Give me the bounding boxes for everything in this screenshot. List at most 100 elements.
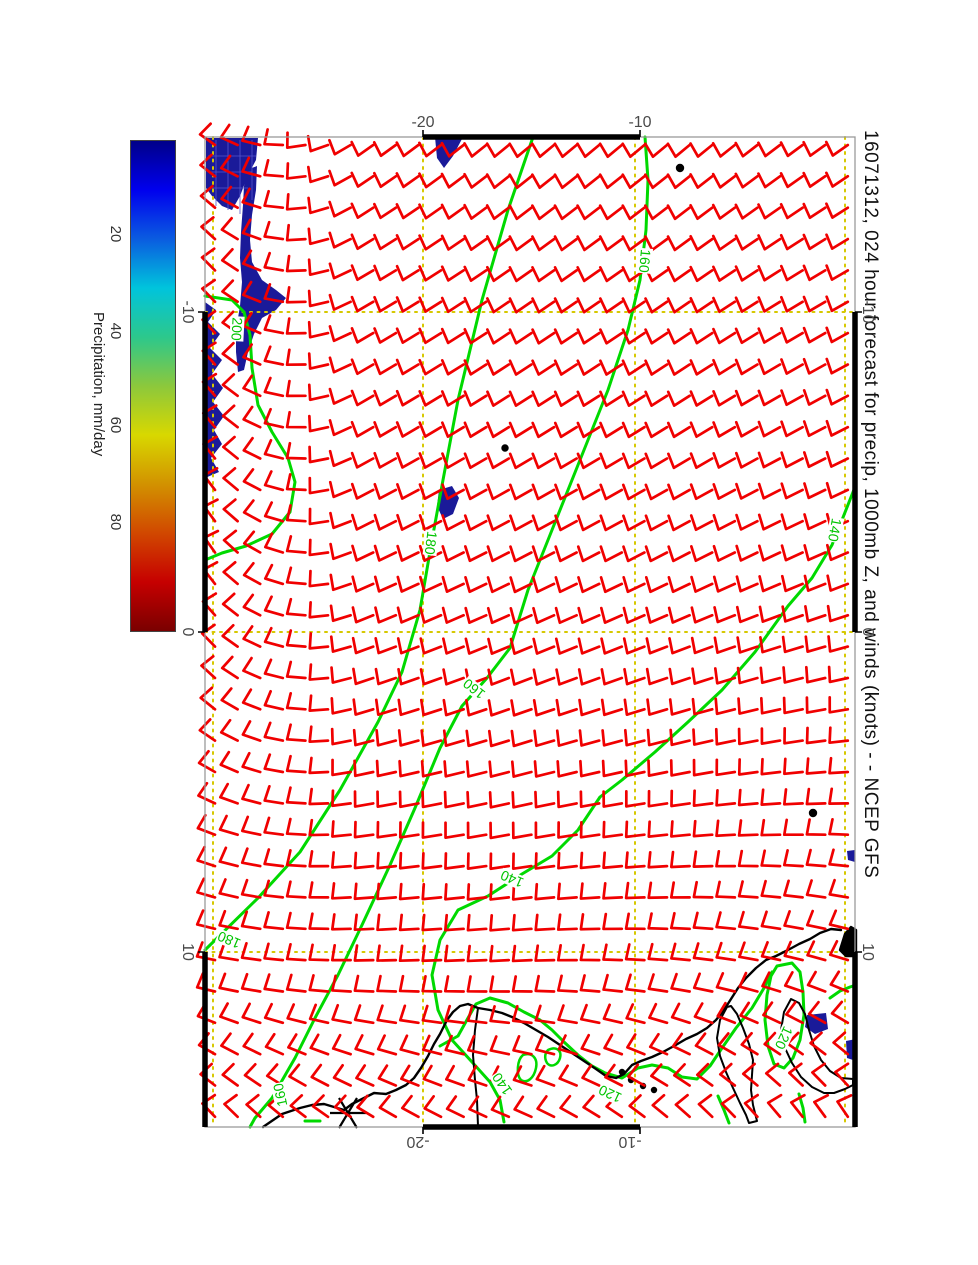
wind-barb <box>553 421 578 439</box>
wind-barb <box>737 880 759 899</box>
colorbar-tick-label: 80 <box>107 513 124 531</box>
wind-barb <box>576 142 601 159</box>
wind-barb <box>328 387 352 405</box>
wind-barb <box>533 760 556 778</box>
wind-barb <box>398 944 420 963</box>
wind-barb <box>648 1002 669 1025</box>
wind-barb <box>308 414 330 433</box>
wind-barb <box>667 545 691 563</box>
wind-barb <box>757 513 782 531</box>
wind-barb <box>734 358 759 376</box>
wind-barb <box>789 1093 806 1119</box>
wind-barb <box>308 787 330 806</box>
wind-barb <box>373 389 398 407</box>
wind-barb <box>221 1062 239 1087</box>
wind-barb <box>263 251 285 272</box>
wind-barb <box>599 452 624 470</box>
wind-barb <box>787 1062 804 1087</box>
wind-barb <box>440 203 465 220</box>
wind-barb <box>441 452 465 469</box>
wind-barb <box>828 878 850 899</box>
wind-barb <box>669 850 691 869</box>
axis-tick-label-left: 10 <box>179 943 196 961</box>
wind-barb <box>598 266 624 283</box>
wind-barb <box>441 483 465 501</box>
axis-tick-label-top: -20 <box>411 114 435 131</box>
wind-barb <box>220 185 239 210</box>
wind-barb <box>712 452 737 469</box>
wind-barb <box>400 1094 420 1119</box>
wind-barb <box>263 973 285 993</box>
island-speck <box>501 444 509 452</box>
wind-barb <box>553 390 578 407</box>
wind-barb <box>421 944 443 963</box>
wind-barb <box>734 234 759 251</box>
wind-barb <box>395 141 420 158</box>
wind-barb <box>600 698 624 717</box>
wind-barb <box>485 297 511 314</box>
wind-barb <box>308 569 330 588</box>
wind-barb <box>780 544 804 562</box>
wind-barb <box>308 445 330 464</box>
wind-barb <box>690 575 714 593</box>
wind-barb <box>395 172 420 189</box>
wind-barb <box>689 296 714 314</box>
wind-barb <box>442 637 465 655</box>
wind-barb <box>644 328 669 345</box>
island-speck <box>675 163 685 173</box>
wind-barb <box>285 786 307 805</box>
wind-barb <box>285 254 307 273</box>
axis-tick-label-right: 0 <box>859 627 876 637</box>
contour-small-loop <box>543 1047 562 1067</box>
wind-barb <box>242 656 262 680</box>
wind-barb <box>692 789 714 808</box>
wind-barb <box>757 420 782 438</box>
wind-barb <box>308 725 330 744</box>
wind-barb <box>464 575 488 594</box>
wind-barb <box>780 420 804 438</box>
wind-barb <box>764 1062 782 1087</box>
wind-barb <box>531 452 556 470</box>
wind-barb <box>741 1062 759 1087</box>
colorbar-tick-label: 20 <box>107 225 124 243</box>
wind-barb <box>576 266 601 283</box>
wind-barb <box>621 266 646 283</box>
wind-barb <box>734 420 759 438</box>
wind-barb <box>485 235 511 252</box>
wind-barb <box>557 1034 578 1056</box>
wind-barb <box>486 421 511 439</box>
wind-barb <box>263 848 285 868</box>
wind-barb <box>531 545 556 563</box>
wind-barb <box>783 940 804 962</box>
wind-barb <box>532 637 556 655</box>
wind-barb <box>690 606 714 624</box>
wind-barb <box>512 1035 533 1056</box>
wind-barb <box>712 389 737 407</box>
wind-barb <box>463 359 488 376</box>
wind-barb <box>623 698 646 717</box>
wind-barb <box>802 140 827 158</box>
wind-barb <box>395 421 420 438</box>
wind-barb <box>826 574 850 592</box>
wind-barb <box>511 975 533 993</box>
wind-barb <box>667 483 691 501</box>
wind-barb <box>825 543 850 562</box>
precip-patch <box>805 1013 828 1034</box>
wind-barb <box>554 514 578 532</box>
wind-barb <box>376 1004 398 1025</box>
wind-barb <box>666 421 691 439</box>
wind-barb <box>576 421 601 439</box>
wind-barb <box>599 483 624 501</box>
wind-barb <box>198 718 217 742</box>
wind-barb <box>352 728 375 747</box>
wind-barb <box>372 171 398 189</box>
wind-barb <box>466 1004 488 1025</box>
wind-barb <box>331 789 352 808</box>
wind-barb <box>263 407 285 429</box>
wind-barb <box>712 265 737 282</box>
wind-barb <box>489 821 511 840</box>
wind-barb <box>692 972 714 993</box>
wind-barb <box>241 751 262 774</box>
wind-barb <box>377 1064 398 1087</box>
wind-barb <box>398 851 420 870</box>
